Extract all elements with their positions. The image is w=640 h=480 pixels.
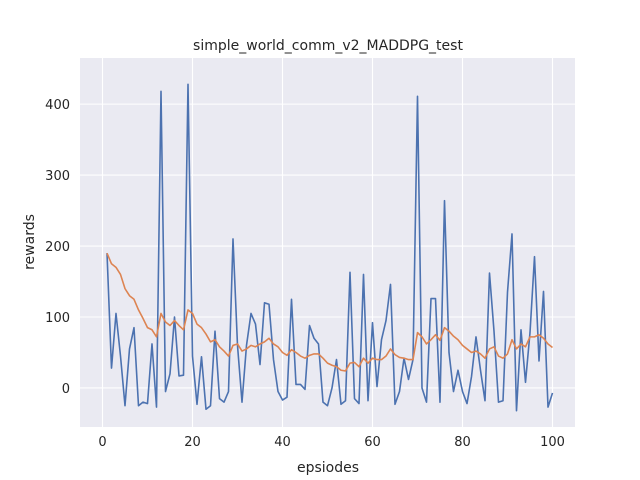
x-tick-label: 40 <box>274 435 291 450</box>
x-tick-label: 100 <box>540 435 565 450</box>
y-tick-labels: 0 100 200 300 400 <box>45 98 70 397</box>
x-axis-label: epsiodes <box>297 460 359 476</box>
y-tick-label: 0 <box>62 382 70 397</box>
series-group <box>106 83 554 412</box>
y-tick-label: 100 <box>45 311 70 326</box>
x-tick-label: 0 <box>98 435 106 450</box>
x-tick-label: 60 <box>364 435 381 450</box>
x-tick-label: 20 <box>184 435 201 450</box>
series-line-2 <box>106 252 553 372</box>
series-line-1 <box>106 83 554 412</box>
chart-title: simple_world_comm_v2_MADDPG_test <box>193 38 463 54</box>
y-tick-label: 200 <box>45 240 70 255</box>
x-tick-labels: 0 20 40 60 80 100 <box>98 435 565 450</box>
y-tick-label: 400 <box>45 98 70 113</box>
y-axis-label: rewards <box>22 214 38 270</box>
y-tick-label: 300 <box>45 169 70 184</box>
x-tick-label: 80 <box>454 435 471 450</box>
